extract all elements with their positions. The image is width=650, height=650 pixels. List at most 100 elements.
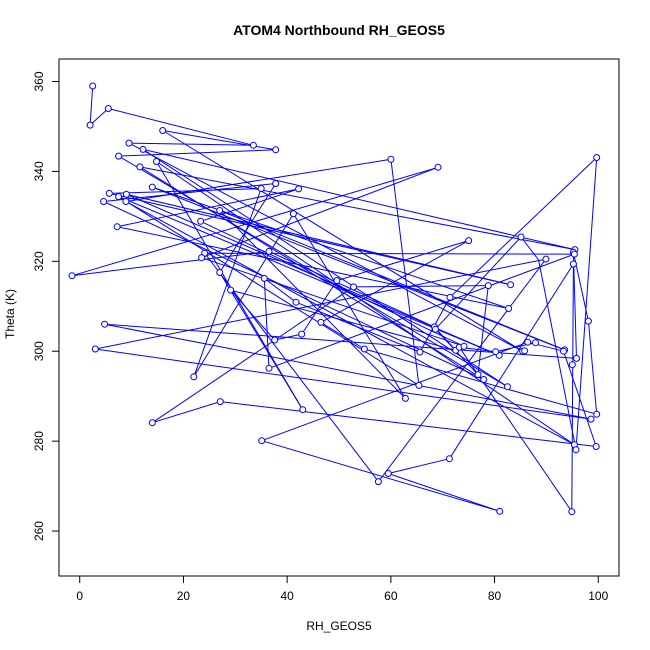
series-line-segment [89,85,94,126]
series-line-segment [108,108,254,146]
data-point [216,398,224,406]
data-point [317,318,325,326]
series-line-segment [320,321,365,350]
data-point [159,127,167,134]
series-line-segment [261,341,528,442]
data-point [265,247,273,255]
data-point [492,348,500,356]
data-point [431,325,439,333]
y-axis: 260 280 300 320 340 360 [32,71,60,541]
data-point [153,158,160,165]
data-point [115,193,123,201]
x-tick-label: 0 [76,589,83,603]
series-line-segment [390,159,420,386]
series-line-segment [230,289,456,351]
data-point [496,507,504,515]
data-point [484,282,492,290]
data-point [507,281,515,289]
x-tick-label: 80 [488,589,502,603]
data-point [197,217,205,225]
series-line-segment [268,253,575,369]
data-point [125,139,133,147]
series-line-segment [378,258,547,482]
series-line-segment [152,401,221,424]
data-point [295,185,303,193]
data-point [258,437,266,445]
data-point [136,163,144,171]
data-point [350,283,357,291]
series-line-segment [388,458,450,474]
series-line-segment [156,161,575,446]
y-axis-label: Theta (K) [3,289,17,339]
data-point [68,272,76,280]
data-point [249,141,257,149]
data-point [465,237,473,245]
series-line-segment [448,263,574,459]
y-tick-label: 260 [32,521,46,541]
series-line-segment [71,250,270,277]
series-line-segment [449,157,598,298]
data-point [384,470,392,477]
series-line-segment [142,148,576,251]
x-tick-label: 60 [384,589,398,603]
data-point [89,82,97,90]
series-line-segment [116,188,299,228]
data-point [122,198,130,205]
data-point [593,154,601,161]
data-point [446,293,454,301]
series-line-segment [116,226,509,309]
data-point [568,508,576,516]
series-line-segment [200,220,465,347]
data-point [360,345,368,353]
series-line-segment [263,278,270,369]
data-point [216,207,224,214]
series-line-segment [261,440,500,512]
series-line-segment [200,188,299,222]
data-point [460,342,468,350]
series-line-segment [301,280,338,335]
data-point [298,330,306,338]
x-tick-label: 100 [588,589,608,603]
series-line-segment [587,321,598,415]
series-line-segment [219,210,406,399]
data-point [570,250,578,258]
data-point [260,274,268,282]
series-line-segment [388,473,500,512]
series-line-segment [572,252,577,359]
data-point [272,146,280,154]
data-point [148,419,156,427]
data-point [91,345,99,353]
y-tick-label: 340 [32,161,46,181]
data-point [572,446,580,454]
data-point [139,145,147,153]
data-point [292,298,300,306]
data-point [416,348,424,356]
series-line-segment [71,166,439,277]
series-points [68,82,601,516]
data-point [115,152,123,160]
series-line-segment [104,323,592,420]
series-line-segment [295,301,421,353]
series-line-segment [152,286,354,424]
data-point [587,415,595,423]
data-point [593,410,601,418]
data-point [101,320,109,328]
data-point [113,223,121,231]
x-tick-label: 20 [177,589,191,603]
data-point [474,371,482,379]
y-tick-label: 320 [32,251,46,271]
data-point [272,180,280,187]
series-line-segment [125,201,575,446]
data-point [517,233,525,241]
y-tick-label: 280 [32,431,46,451]
data-point [505,305,513,312]
data-point [227,286,235,294]
data-point [333,277,341,285]
series-line-segment [220,401,597,447]
series-line-segment [193,213,294,378]
data-point [265,364,273,372]
data-point [190,373,198,381]
data-point [415,381,423,389]
data-point [374,478,382,486]
